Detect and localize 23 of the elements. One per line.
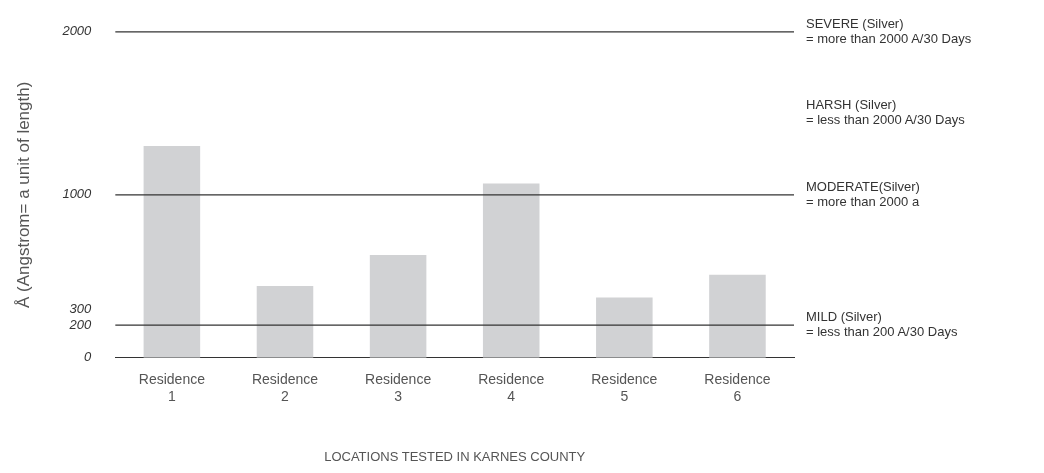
bar xyxy=(143,145,201,358)
x-tick-label: Residence 1 xyxy=(138,371,206,404)
y-tick-label: 200 xyxy=(68,316,93,332)
y-axis-title: Å (Angstrom= a unit of length) xyxy=(13,81,33,308)
x-tick-label: Residence 5 xyxy=(591,371,658,404)
bar xyxy=(596,297,653,358)
text: SEVERE (Silver) = more than 2000 A/30 Days xyxy=(806,15,972,46)
bar xyxy=(256,286,314,358)
ref-line-label: MODERATE(Silver) = more than 2000 a xyxy=(806,178,920,209)
x-tick-label: Residence 2 xyxy=(251,371,319,404)
text: HARSH (Silver) = less than 2000 A/30 Days xyxy=(806,97,966,128)
x-axis-title: LOCATIONS TESTED IN KARNES COUNTY xyxy=(324,448,586,464)
y-tick-label: 2000 xyxy=(61,23,93,39)
bar xyxy=(482,183,540,358)
x-tick-label: Residence 6 xyxy=(704,371,771,404)
y-tick-label: 1000 xyxy=(62,186,93,202)
y-tick-label: 300 xyxy=(69,300,93,316)
x-tick-label: Residence 4 xyxy=(478,371,545,404)
x-tick-label: Residence 3 xyxy=(365,371,432,404)
ref-line-label: MILD (Silver) = less than 200 A/30 Days xyxy=(806,309,958,340)
bar xyxy=(709,274,766,358)
bar xyxy=(369,255,427,358)
y-tick-label: 0 xyxy=(84,349,93,365)
